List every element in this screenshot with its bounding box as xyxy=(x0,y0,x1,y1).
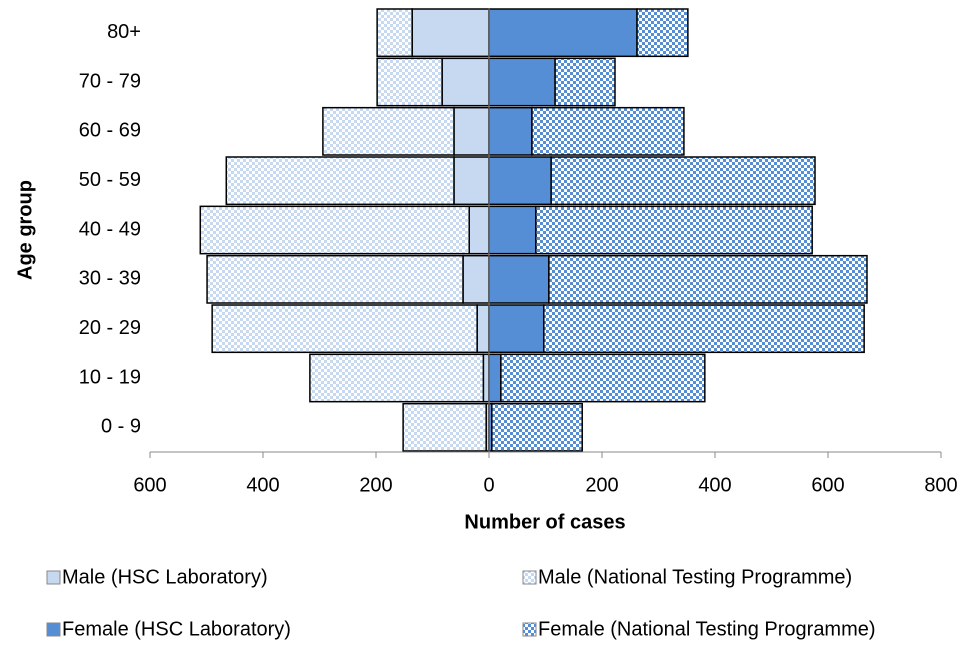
bar xyxy=(376,57,443,107)
legend-swatch xyxy=(46,622,61,637)
legend-label: Female (National Testing Programme) xyxy=(538,618,876,640)
bar xyxy=(535,205,813,255)
legend-label: Male (National Testing Programme) xyxy=(538,566,852,588)
y-tick-label: 60 - 69 xyxy=(79,120,141,142)
x-tick-label: 200 xyxy=(359,474,392,496)
y-tick-label: 20 - 29 xyxy=(79,317,141,339)
bar xyxy=(482,353,490,403)
x-tick-label: 600 xyxy=(133,474,166,496)
y-tick-label: 80+ xyxy=(107,21,141,43)
legend-label: Male (HSC Laboratory) xyxy=(62,566,268,588)
bar xyxy=(402,402,487,452)
x-tick-label: 200 xyxy=(585,474,618,496)
bar xyxy=(488,353,502,403)
bar xyxy=(225,156,455,206)
x-tick-label: 800 xyxy=(924,474,957,496)
bar xyxy=(309,353,485,403)
bar xyxy=(636,8,689,58)
x-tick-label: 400 xyxy=(246,474,279,496)
bar xyxy=(206,254,464,304)
y-tick-label: 40 - 49 xyxy=(79,218,141,240)
bar xyxy=(500,353,706,403)
bar xyxy=(488,106,533,156)
bar xyxy=(550,156,816,206)
bar xyxy=(531,106,685,156)
bar xyxy=(211,304,478,354)
x-tick-label: 400 xyxy=(698,474,731,496)
bar xyxy=(441,57,490,107)
legend-swatch xyxy=(46,570,61,585)
bar xyxy=(411,8,490,58)
bar xyxy=(488,156,552,206)
legend-swatch xyxy=(522,622,537,637)
x-axis-title: Number of cases xyxy=(464,511,625,533)
bar xyxy=(488,205,537,255)
x-tick-label: 600 xyxy=(811,474,844,496)
bar xyxy=(488,254,550,304)
y-axis-title: Age group xyxy=(14,180,36,280)
bar xyxy=(468,205,490,255)
bar xyxy=(548,254,868,304)
bar xyxy=(376,8,413,58)
y-tick-label: 70 - 79 xyxy=(79,70,141,92)
bar xyxy=(491,402,583,452)
bar xyxy=(322,106,455,156)
legend-swatch xyxy=(522,570,537,585)
x-tick-label: 0 xyxy=(483,474,494,496)
y-tick-label: 50 - 59 xyxy=(79,169,141,191)
bar xyxy=(453,156,490,206)
y-tick-label: 0 - 9 xyxy=(101,416,141,438)
bar xyxy=(543,304,865,354)
bar xyxy=(199,205,470,255)
bar xyxy=(488,57,556,107)
legend-label: Female (HSC Laboratory) xyxy=(62,618,291,640)
y-tick-label: 30 - 39 xyxy=(79,268,141,290)
bar xyxy=(476,304,490,354)
bar xyxy=(462,254,490,304)
bar xyxy=(488,8,638,58)
bar xyxy=(453,106,490,156)
bar xyxy=(554,57,616,107)
bar xyxy=(488,304,545,354)
y-tick-label: 10 - 19 xyxy=(79,366,141,388)
